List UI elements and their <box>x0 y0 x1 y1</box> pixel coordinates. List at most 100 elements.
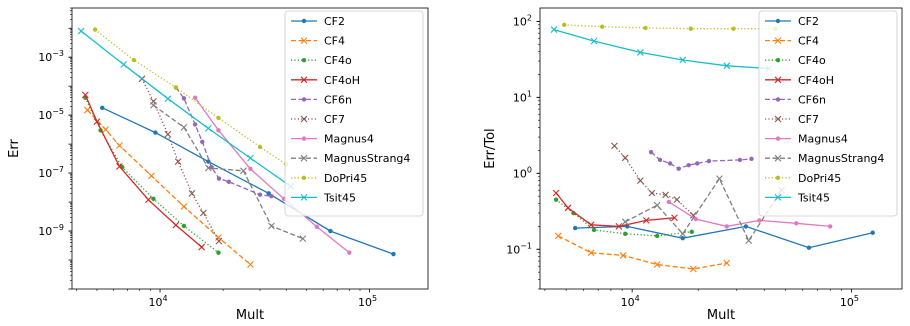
data-point-cf6n <box>657 157 663 163</box>
data-point-cf6n <box>749 156 754 162</box>
data-point-magnusstrang4 <box>268 222 275 230</box>
data-point-tsit45 <box>636 49 644 56</box>
legend-label: DoPri45 <box>324 172 367 185</box>
data-point-cf4 <box>148 172 155 180</box>
series-line-cf4oh <box>84 94 203 248</box>
data-point-cf4oh <box>81 91 89 99</box>
data-point-cf6n <box>695 161 700 166</box>
series-line-cf4oh <box>555 192 675 228</box>
data-point-dopri45 <box>643 25 648 31</box>
data-point-cf6n <box>226 179 232 185</box>
x-axis-label: Mult <box>707 308 735 323</box>
data-point-cf6n <box>269 193 274 199</box>
x-axis-label: Mult <box>236 308 264 323</box>
data-point-dopri45 <box>731 26 736 31</box>
legend-marker <box>774 115 782 123</box>
y-tick-label: 101 <box>513 89 532 104</box>
legend-marker <box>774 76 782 84</box>
legend: CF2 CF4 CF4o CF4oH CF6n CF7 Magnus4 MagnusStran… <box>758 10 898 217</box>
series-line-cf6n <box>650 151 752 170</box>
data-point-cf7 <box>673 196 681 204</box>
x-tick-label: 105 <box>840 294 859 309</box>
data-point-magnus4 <box>794 221 799 226</box>
series-line-tsit45 <box>80 30 291 187</box>
data-point-magnusstrang4 <box>204 164 212 172</box>
data-point-magnusstrang4 <box>653 201 661 209</box>
series-line-dopri45 <box>564 24 776 30</box>
data-point-cf4 <box>83 106 91 114</box>
data-point-magnus4 <box>757 218 762 223</box>
data-point-magnus4 <box>314 224 320 230</box>
legend-marker <box>300 194 308 201</box>
y-tick-label: 10−1 <box>506 241 532 256</box>
legend-label: CF7 <box>798 113 819 126</box>
data-point-cf6n <box>676 166 681 171</box>
data-point-cf4 <box>247 261 254 268</box>
legend-marker <box>774 194 782 201</box>
data-point-cf4 <box>116 142 123 149</box>
legend-label: Tsit45 <box>323 191 356 204</box>
data-point-tsit45 <box>164 95 172 103</box>
legend-label: CF2 <box>324 15 345 28</box>
legend-marker <box>775 97 781 102</box>
data-point-cf7 <box>611 142 618 150</box>
data-point-tsit45 <box>679 56 687 64</box>
data-point-cf4 <box>619 252 627 259</box>
legend-label: CF4o <box>798 54 826 67</box>
legend-marker <box>301 18 307 24</box>
data-point-cf2 <box>870 230 875 235</box>
data-point-magnusstrang4 <box>621 218 629 226</box>
legend-marker <box>775 175 781 180</box>
data-point-cf7 <box>636 177 644 185</box>
data-point-dopri45 <box>688 26 693 31</box>
data-point-magnus4 <box>248 166 253 172</box>
data-point-cf4oh <box>552 189 560 197</box>
data-point-magnus4 <box>666 199 672 205</box>
legend-label: MagnusStrang4 <box>798 152 884 165</box>
data-point-cf2 <box>328 228 333 234</box>
legend-label: Magnus4 <box>798 133 848 146</box>
data-point-tsit45 <box>120 61 127 68</box>
series-line-magnusstrang4 <box>624 177 783 242</box>
legend-marker <box>300 37 308 44</box>
series-line-cf6n <box>175 87 272 197</box>
data-point-cf4 <box>554 232 562 240</box>
data-point-cf4oh <box>198 243 206 251</box>
data-point-cf2 <box>391 251 396 257</box>
data-point-cf4oh <box>145 196 152 204</box>
legend-label: CF7 <box>324 113 345 126</box>
data-point-cf4oh <box>564 204 572 212</box>
data-point-cf7 <box>200 209 207 217</box>
data-point-cf4oh <box>93 118 101 125</box>
data-point-cf7 <box>188 189 196 197</box>
data-point-cf2 <box>153 130 158 135</box>
y-tick-label: 10−7 <box>38 165 64 180</box>
data-point-cf6n <box>686 162 691 168</box>
legend-marker <box>301 58 307 63</box>
legend-marker <box>300 76 308 84</box>
legend-label: CF6n <box>324 93 352 106</box>
data-point-cf7 <box>174 158 182 165</box>
legend: CF2 CF4 CF4o CF4oH CF6n CF7 Magnus4 MagnusStran… <box>284 10 424 217</box>
y-axis-label: Err <box>7 139 22 158</box>
data-point-magnusstrang4 <box>150 101 157 109</box>
legend-label: DoPri45 <box>798 172 841 185</box>
data-point-cf6n <box>216 176 222 181</box>
data-point-magnus4 <box>192 95 198 100</box>
chart-2: 104 105 102 101 100 10−1 Mult Err/Tol CF2 CF4 CF4o… <box>483 7 903 323</box>
y-tick-label: 10−5 <box>38 107 64 122</box>
data-point-cf4 <box>587 249 595 257</box>
legend-label: Magnus4 <box>324 133 374 146</box>
data-point-magnusstrang4 <box>745 237 753 245</box>
data-point-magnusstrang4 <box>716 175 723 183</box>
data-point-tsit45 <box>590 37 598 45</box>
data-point-dopri45 <box>216 115 221 121</box>
x-tick-label: 104 <box>149 294 168 309</box>
legend-marker <box>774 37 782 44</box>
data-point-cf4o <box>654 233 660 239</box>
data-point-cf4o <box>181 223 187 229</box>
legend-label: CF4 <box>324 35 345 48</box>
x-tick-label: 105 <box>358 294 377 309</box>
data-point-cf4o <box>591 227 597 233</box>
series-line-cf2 <box>102 107 394 255</box>
